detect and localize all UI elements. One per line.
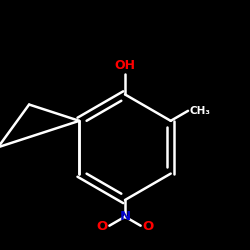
Text: CH₃: CH₃	[190, 106, 210, 116]
Text: OH: OH	[114, 59, 136, 72]
Text: O: O	[142, 220, 153, 233]
Text: N: N	[120, 210, 130, 223]
Text: O: O	[97, 220, 108, 233]
